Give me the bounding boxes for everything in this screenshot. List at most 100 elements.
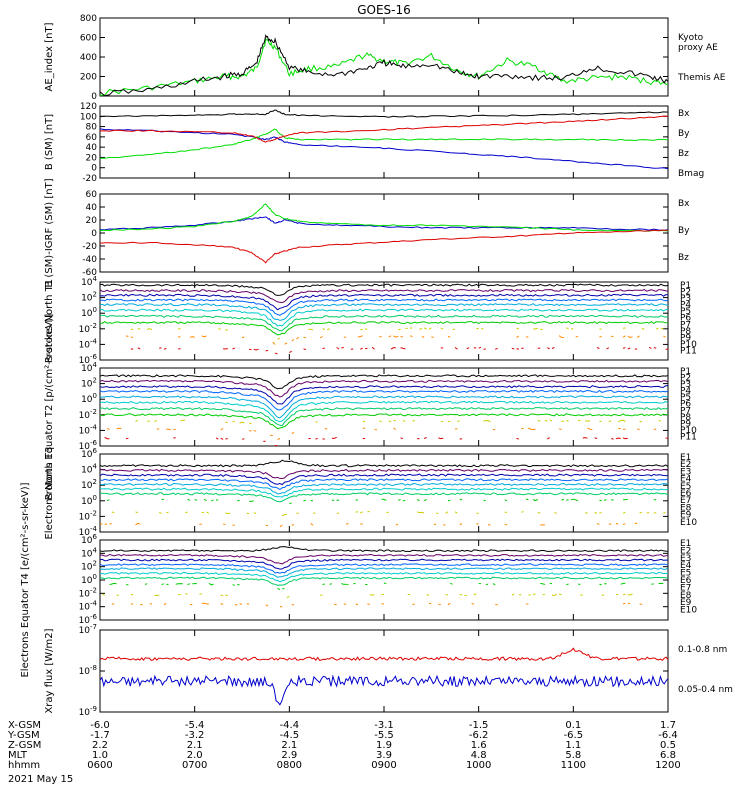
ytick-label: 10-7 [79,623,97,636]
legend-bmag: Bmag [678,169,704,179]
series-bmag [99,109,669,118]
legend-e3: E3 [680,467,691,477]
ytick-label: 10-4 [79,525,98,538]
channel-p11 [130,346,669,355]
footer-cell: 1.1 [565,740,581,751]
ytick-label: 0 [91,164,97,174]
footer-cell: -4.5 [280,730,300,741]
legend-kyoto: Kyoto [678,33,704,43]
panel-frame [99,629,669,713]
footer-cell: 2.0 [187,750,203,761]
legend-e10: E10 [680,518,697,528]
series-bz [99,115,669,143]
panel-frame [99,367,669,447]
footer-cell: -1.7 [90,730,110,741]
channel-p7 [99,407,669,427]
ytick-label: 10-6 [79,613,98,626]
legend-e7: E7 [680,583,691,593]
channel-e6 [99,571,669,583]
channel-e3 [99,473,668,486]
ytick-label: 200 [80,73,97,83]
footer-cell: -3.1 [374,720,394,731]
xray-series-1 [99,647,669,662]
ephemeris-footer: 2021 May 15 X-GSMY-GSMZ-GSMMLThhmm-6.0-1… [7,720,681,785]
channel-p1 [99,374,669,390]
footer-cell: -1.5 [469,720,489,731]
legend-p2: P2 [680,288,691,298]
legend-e10: E10 [680,606,697,616]
ytick-label: 104 [81,361,97,374]
legend-p7: P7 [680,320,691,330]
ytick-label: 104 [81,275,97,288]
channel-e9 [112,512,668,516]
legend-e9: E9 [680,511,692,521]
legend-p1: P1 [680,281,691,291]
ylabel: Protons North T1 [44,279,55,363]
ytick-label: -40 [82,255,97,265]
footer-cell: 2.1 [187,740,203,751]
ylabel: Xray flux [W/m2] [44,628,55,713]
legend-e2: E2 [680,546,691,556]
footer-cell: 5.8 [565,750,581,761]
footer-cell: 6.8 [660,750,676,761]
channel-p4 [99,298,669,316]
footer-cell: -5.4 [185,720,205,731]
panel-6: 106 104 102 100 10-2 10-4 Electrons North T3 E1… [44,446,697,539]
channel-e5 [99,567,669,578]
ytick-label: 100 [80,112,97,122]
channel-p8 [99,413,669,430]
footer-cell: -6.2 [469,730,489,741]
ytick-label: -60 [82,268,97,278]
plot-title: GOES-16 [357,3,411,17]
ytick-label: 10-8 [79,664,97,677]
legend-p9: P9 [680,333,691,343]
legend-p7: P7 [680,406,691,416]
channel-e10 [112,603,668,607]
ytick-label: 106 [81,533,97,546]
channel-p6 [99,308,669,327]
footer-cell: 1200 [655,760,680,771]
channel-p6 [99,400,669,423]
footer-cell: 1.0 [92,750,108,761]
legend-e5: E5 [680,482,691,492]
channel-p1 [99,283,669,296]
legend-e6: E6 [680,489,692,499]
ytick-label: 60 [86,190,98,200]
footer-cell: 1000 [466,760,491,771]
legend-p10: P10 [680,340,697,350]
legend-e1: E1 [680,453,691,463]
legend-p8: P8 [680,327,691,337]
ytick-label: 10-4 [79,423,98,436]
legend-p9: P9 [680,419,691,429]
legend-bz: Bz [678,253,689,263]
ytick-label: 102 [81,478,97,491]
panel-frame [99,281,669,361]
channel-p5 [99,303,669,321]
channel-e9 [102,594,668,598]
footer-cell: 0600 [87,760,112,771]
footer-row-label: X-GSM [8,720,41,731]
legend-p1: P1 [680,367,691,377]
ytick-label: 0 [91,229,97,239]
channel-e2 [99,468,669,480]
ytick-label: 20 [86,216,98,226]
legend-p4: P4 [680,387,691,397]
date-label: 2021 May 15 [8,774,73,785]
legend-by: By [678,226,690,236]
xray-series-2 [99,674,669,706]
legend-0.05-0.4-nm: 0.05-0.4 nm [678,685,733,695]
legend-e5: E5 [680,569,691,579]
footer-row-label: hhmm [8,760,40,771]
footer-row-label: MLT [8,750,28,761]
legend-e2: E2 [680,460,691,470]
channel-e1 [99,459,669,468]
legend-e6: E6 [680,576,692,586]
ytick-label: 10-2 [79,509,97,522]
ytick-label: 80 [86,123,98,133]
channel-e2 [99,553,669,565]
legend-p3: P3 [680,294,691,304]
